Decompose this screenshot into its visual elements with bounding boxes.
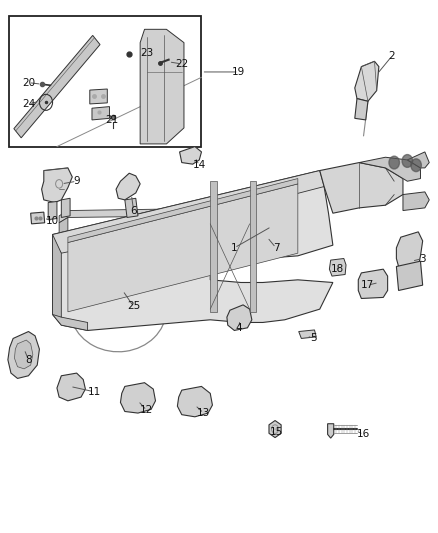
Text: 16: 16 — [357, 430, 370, 439]
Text: 24: 24 — [22, 99, 35, 109]
Text: 14: 14 — [193, 160, 206, 170]
Polygon shape — [120, 383, 155, 413]
Circle shape — [402, 155, 413, 167]
Polygon shape — [355, 99, 368, 120]
Polygon shape — [358, 269, 388, 298]
Polygon shape — [328, 424, 334, 438]
Text: 19: 19 — [232, 67, 245, 77]
Polygon shape — [396, 261, 423, 290]
Text: 13: 13 — [197, 408, 210, 418]
Polygon shape — [359, 157, 420, 181]
Polygon shape — [48, 201, 57, 220]
Text: 20: 20 — [22, 78, 35, 87]
Text: 3: 3 — [419, 254, 426, 263]
Text: 18: 18 — [331, 264, 344, 274]
Text: 1: 1 — [231, 243, 238, 253]
Polygon shape — [177, 386, 212, 417]
Polygon shape — [269, 421, 281, 438]
Polygon shape — [299, 330, 316, 338]
Text: 12: 12 — [140, 406, 153, 415]
Polygon shape — [210, 181, 217, 312]
Polygon shape — [53, 171, 324, 253]
Text: 25: 25 — [127, 302, 140, 311]
Polygon shape — [227, 305, 252, 330]
Polygon shape — [59, 217, 68, 293]
Polygon shape — [53, 306, 88, 330]
Polygon shape — [329, 259, 346, 276]
Polygon shape — [250, 181, 256, 312]
Text: 7: 7 — [272, 243, 279, 253]
Polygon shape — [59, 208, 278, 223]
Circle shape — [411, 159, 421, 172]
Polygon shape — [403, 192, 429, 211]
Text: 22: 22 — [175, 59, 188, 69]
Polygon shape — [407, 152, 429, 168]
Polygon shape — [42, 168, 72, 203]
Polygon shape — [68, 179, 298, 243]
Text: 23: 23 — [140, 49, 153, 58]
Polygon shape — [59, 284, 278, 301]
Polygon shape — [68, 184, 298, 312]
Polygon shape — [320, 163, 403, 213]
Text: 9: 9 — [73, 176, 80, 186]
Polygon shape — [59, 232, 278, 249]
Text: 21: 21 — [105, 115, 118, 125]
Polygon shape — [140, 29, 184, 144]
Polygon shape — [57, 373, 85, 401]
Polygon shape — [396, 232, 423, 269]
Text: 5: 5 — [310, 334, 317, 343]
Polygon shape — [31, 212, 45, 224]
Text: 15: 15 — [269, 427, 283, 437]
Polygon shape — [125, 198, 138, 217]
Polygon shape — [116, 173, 140, 200]
Polygon shape — [61, 198, 70, 217]
Polygon shape — [53, 235, 61, 317]
Polygon shape — [355, 61, 379, 101]
Polygon shape — [180, 147, 201, 164]
Text: 8: 8 — [25, 355, 32, 365]
Text: 4: 4 — [235, 323, 242, 333]
Polygon shape — [53, 171, 333, 330]
Polygon shape — [92, 107, 110, 120]
Polygon shape — [8, 332, 39, 378]
Polygon shape — [90, 89, 107, 104]
Text: 11: 11 — [88, 387, 101, 397]
Polygon shape — [14, 340, 33, 369]
Circle shape — [389, 156, 399, 169]
Text: 17: 17 — [361, 280, 374, 290]
Polygon shape — [14, 35, 100, 138]
Text: 10: 10 — [46, 216, 59, 226]
Text: 6: 6 — [130, 206, 137, 215]
Text: 2: 2 — [389, 51, 396, 61]
Bar — [9, 16, 201, 147]
